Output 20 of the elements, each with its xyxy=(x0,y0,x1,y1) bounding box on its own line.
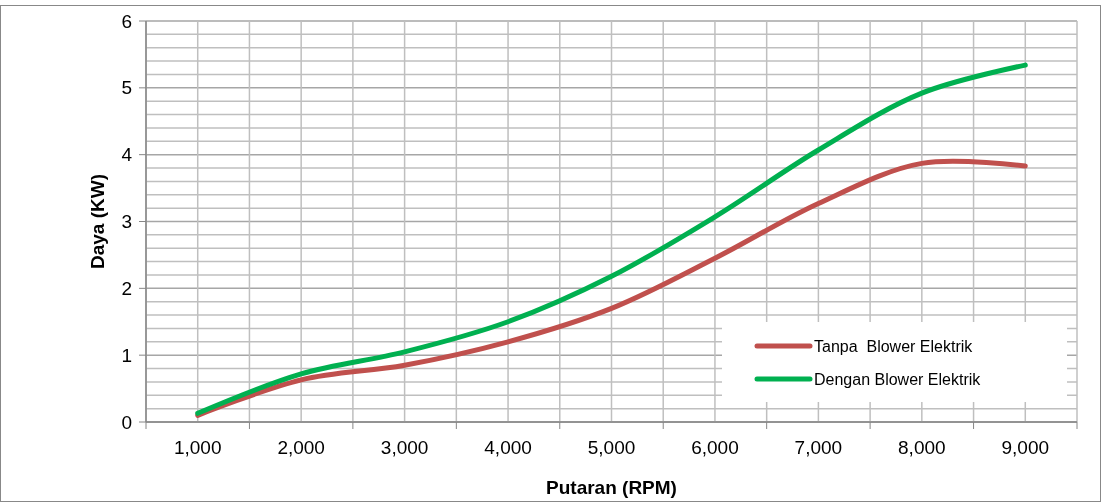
y-tick-label: 6 xyxy=(121,10,132,32)
x-tick-label: 4,000 xyxy=(484,437,532,458)
y-axis-title: Daya (KW) xyxy=(87,173,108,270)
x-axis-title: Putaran (RPM) xyxy=(546,477,677,498)
y-tick-label: 1 xyxy=(121,344,132,366)
x-tick-label: 5,000 xyxy=(587,437,636,458)
legend-label: Dengan Blower Elektrik xyxy=(814,370,982,388)
x-tick-label: 9,000 xyxy=(1001,437,1050,458)
x-tick-label: 7,000 xyxy=(794,437,843,458)
y-tick-label: 0 xyxy=(121,411,132,433)
x-tick-label: 3,000 xyxy=(380,437,429,458)
x-tick-label: 8,000 xyxy=(898,437,946,458)
y-tick-label: 5 xyxy=(121,77,132,99)
x-tick-label: 1,000 xyxy=(173,437,222,458)
legend-label: Tanpa Blower Elektrik xyxy=(814,337,974,355)
x-tick-label: 6,000 xyxy=(691,437,739,458)
y-tick-label: 2 xyxy=(121,277,132,299)
y-tick-label: 4 xyxy=(121,144,133,166)
x-tick-label: 2,000 xyxy=(277,437,325,458)
y-tick-label: 3 xyxy=(121,211,132,233)
